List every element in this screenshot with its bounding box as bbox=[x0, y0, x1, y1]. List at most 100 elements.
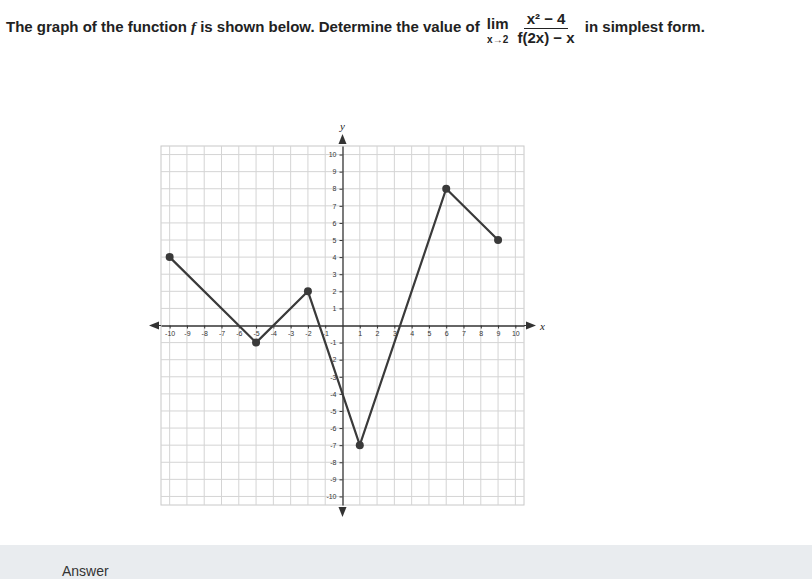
y-axis-line bbox=[342, 147, 343, 506]
y-tick: -1 bbox=[330, 339, 342, 346]
x-tick: 6 bbox=[445, 326, 449, 338]
y-tick-mark bbox=[340, 343, 343, 344]
x-tick: 7 bbox=[462, 326, 466, 338]
endpoint bbox=[442, 185, 450, 193]
x-tick: 8 bbox=[479, 326, 483, 338]
y-tick-label: -6 bbox=[330, 425, 336, 432]
y-tick-mark bbox=[340, 479, 343, 480]
y-tick: 7 bbox=[333, 203, 343, 210]
x-tick-label: 4 bbox=[410, 330, 414, 337]
y-tick-mark bbox=[340, 240, 343, 241]
y-tick: 9 bbox=[333, 168, 343, 175]
y-arrow bbox=[339, 507, 347, 517]
x-tick-label: -7 bbox=[219, 330, 225, 337]
axis-ext bbox=[524, 325, 528, 326]
x-tick-label: -5 bbox=[253, 330, 259, 337]
y-axis: -10-9-8-7-6-5-4-3-2-112345678910 bbox=[326, 147, 343, 506]
y-tick: 10 bbox=[329, 151, 343, 158]
x-tick-mark bbox=[170, 326, 171, 329]
answer-bar: Answer bbox=[0, 545, 812, 579]
question-text: in simplest form. bbox=[581, 18, 705, 35]
y-tick-label: 3 bbox=[333, 271, 337, 278]
y-tick-mark bbox=[340, 155, 343, 156]
x-tick-label: 8 bbox=[479, 330, 483, 337]
plot-frame bbox=[161, 146, 524, 505]
limit-word: lim bbox=[487, 13, 509, 35]
x-tick: 2 bbox=[376, 326, 380, 338]
y-tick: 6 bbox=[333, 220, 343, 227]
y-tick-mark bbox=[340, 462, 343, 463]
endpoint bbox=[166, 253, 174, 261]
y-tick-label: -10 bbox=[326, 493, 336, 500]
limit-sub: x→2 bbox=[487, 35, 508, 45]
y-tick-mark bbox=[340, 172, 343, 173]
y-tick-mark bbox=[340, 377, 343, 378]
fraction: x² − 4f(2x) − x bbox=[515, 10, 578, 47]
x-tick-label: 7 bbox=[462, 330, 466, 337]
y-tick-label: 4 bbox=[333, 254, 337, 261]
y-tick-mark bbox=[340, 223, 343, 224]
x-tick-mark bbox=[446, 326, 447, 329]
x-tick-label: 2 bbox=[376, 330, 380, 337]
question-text: The graph of the function bbox=[6, 18, 191, 35]
x-tick-mark bbox=[464, 326, 465, 329]
x-tick-mark bbox=[187, 326, 188, 329]
y-tick: -6 bbox=[330, 425, 342, 432]
x-tick-label: -3 bbox=[288, 330, 294, 337]
y-tick-mark bbox=[340, 257, 343, 258]
x-tick: -7 bbox=[219, 326, 225, 338]
x-tick-label: 5 bbox=[427, 330, 431, 337]
y-tick-label: 10 bbox=[329, 151, 337, 158]
x-tick-mark bbox=[222, 326, 223, 329]
y-tick: 2 bbox=[333, 288, 343, 295]
y-tick-label: -4 bbox=[330, 391, 336, 398]
x-tick-mark bbox=[412, 326, 413, 329]
y-tick-label: 1 bbox=[333, 305, 337, 312]
x-tick: -2 bbox=[305, 326, 311, 338]
y-tick-label: -5 bbox=[330, 408, 336, 415]
x-tick-mark bbox=[515, 326, 516, 329]
y-tick-mark bbox=[340, 411, 343, 412]
question: The graph of the function f is shown bel… bbox=[6, 10, 806, 47]
y-tick-mark bbox=[340, 291, 343, 292]
y-tick-mark bbox=[340, 360, 343, 361]
endpoint bbox=[304, 287, 312, 295]
y-tick-label: -1 bbox=[330, 339, 336, 346]
endpoint bbox=[252, 339, 260, 347]
x-tick-mark bbox=[308, 326, 309, 329]
axis-ext bbox=[157, 325, 161, 326]
x-tick-mark bbox=[256, 326, 257, 329]
denominator: f(2x) − x bbox=[515, 29, 578, 47]
y-tick-mark bbox=[340, 274, 343, 275]
y-tick: -10 bbox=[326, 493, 342, 500]
x-tick: -10 bbox=[165, 326, 175, 338]
x-tick-mark bbox=[498, 326, 499, 329]
x-tick: 4 bbox=[410, 326, 414, 338]
function-name: f bbox=[191, 19, 196, 35]
y-tick-mark bbox=[340, 428, 343, 429]
x-tick-label: -2 bbox=[305, 330, 311, 337]
x-axis-title: x bbox=[539, 320, 545, 332]
y-tick-mark bbox=[340, 496, 343, 497]
x-tick: -5 bbox=[253, 326, 259, 338]
x-tick-mark bbox=[429, 326, 430, 329]
x-tick-label: -10 bbox=[165, 330, 175, 337]
x-tick-label: -4 bbox=[271, 330, 277, 337]
x-tick: 1 bbox=[358, 326, 362, 338]
y-tick-mark bbox=[340, 206, 343, 207]
x-tick-label: 10 bbox=[512, 330, 520, 337]
y-tick-label: 5 bbox=[333, 237, 337, 244]
y-axis-title: y bbox=[339, 120, 345, 132]
y-arrow bbox=[339, 134, 347, 144]
y-tick: 1 bbox=[333, 305, 343, 312]
y-tick-label: 9 bbox=[333, 168, 337, 175]
limit: limx→2 bbox=[487, 13, 509, 45]
y-tick: 4 bbox=[333, 254, 343, 261]
y-tick-label: 6 bbox=[333, 220, 337, 227]
x-tick-label: 9 bbox=[497, 330, 501, 337]
x-tick: 5 bbox=[427, 326, 431, 338]
x-tick-label: -9 bbox=[184, 330, 190, 337]
x-tick: -3 bbox=[288, 326, 294, 338]
x-tick: 9 bbox=[497, 326, 501, 338]
x-tick: 10 bbox=[512, 326, 520, 338]
